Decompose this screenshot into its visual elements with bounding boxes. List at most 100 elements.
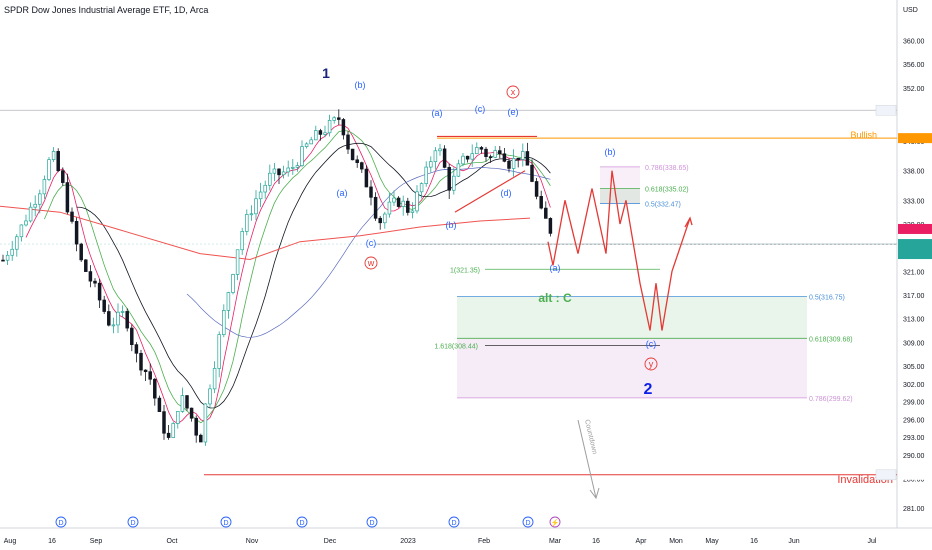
candle-body: [332, 117, 336, 121]
candle-body: [47, 159, 51, 180]
wave-label-13: (c): [646, 339, 657, 349]
event-marker-circle-0: [55, 516, 67, 528]
candle-body: [360, 162, 364, 170]
fib-ext-label-0: 1(321.35): [450, 267, 480, 274]
time-tick-4: Nov: [246, 538, 259, 545]
candle-body: [272, 168, 277, 174]
wave-label-4: w: [367, 258, 375, 268]
candle-body: [171, 423, 175, 438]
candle-body: [410, 210, 415, 213]
candle-body: [479, 147, 484, 150]
candle-body: [134, 344, 139, 354]
candle-body: [189, 407, 194, 419]
candle-body: [268, 172, 272, 186]
candle-body: [61, 170, 65, 183]
candle-body: [254, 198, 258, 215]
candle-body: [355, 159, 359, 163]
candle-body: [415, 191, 419, 212]
candle-body: [120, 311, 125, 313]
event-marker-0: D: [58, 520, 63, 527]
candle-body: [484, 148, 488, 158]
wave-circle-4: [364, 256, 378, 270]
wave-label-9: (b): [446, 220, 457, 230]
event-marker-circle-6: [522, 516, 534, 528]
candle-body: [102, 299, 106, 312]
candle-body: [447, 167, 451, 191]
time-tick-10: Apr: [636, 538, 648, 545]
price-tag-bg-last: [898, 239, 932, 260]
candle-body: [65, 182, 70, 213]
price-tick-0: 360.00: [903, 39, 925, 46]
candle-body: [194, 417, 198, 436]
fib-up-label-1: 0.618(335.02): [645, 186, 689, 193]
price-tick-16: 296.00: [903, 417, 925, 424]
price-tick-1: 356.00: [903, 62, 925, 69]
candle-body: [498, 150, 502, 155]
fib-zone-up-green: [600, 188, 640, 204]
candle-body: [401, 200, 405, 207]
fib-ext-label-1: 1.618(308.44): [434, 344, 478, 351]
price-tick-19: 286.00: [903, 476, 925, 483]
candle-body: [502, 153, 507, 162]
candle-body: [295, 165, 300, 168]
candle-body: [10, 248, 14, 256]
candle-body: [88, 271, 93, 282]
fib-up-label-0: 0.786(338.65): [645, 165, 689, 172]
countdown-arrow: [577, 419, 597, 499]
candle-body: [314, 130, 318, 141]
candle-body: [548, 218, 553, 234]
candle-body: [392, 197, 396, 203]
candle-body: [162, 411, 166, 434]
candle-body: [212, 368, 217, 390]
wave-label-11: (a): [550, 263, 561, 273]
candle-body: [51, 151, 56, 160]
wave-label-10: (d): [501, 188, 512, 198]
fib-up-label-2: 0.5(332.47): [645, 201, 681, 208]
candle-body: [396, 197, 401, 207]
time-tick-0: Aug: [4, 538, 17, 545]
event-marker-5: D: [451, 520, 456, 527]
candle-body: [433, 150, 438, 162]
wave-label-12: (b): [605, 147, 616, 157]
candle-body: [516, 157, 520, 160]
candle-body: [327, 120, 332, 134]
wave-label-6: (c): [475, 104, 486, 114]
fib-zone-up-purple: [600, 166, 640, 204]
time-tick-2: Sep: [90, 538, 103, 545]
candle-body: [373, 196, 378, 219]
price-tick-15: 299.00: [903, 400, 925, 407]
candle-body: [203, 403, 208, 443]
candle-body: [185, 395, 189, 409]
wave-label-1: (b): [355, 80, 366, 90]
candle-body: [341, 119, 346, 136]
ma-200: [0, 205, 531, 261]
candle-body: [470, 153, 474, 160]
event-marker-circle-1: [127, 516, 139, 528]
wave-label-8: x: [511, 87, 516, 97]
candle-body: [28, 206, 33, 222]
candle-body: [157, 397, 162, 412]
ma-9: [44, 130, 551, 424]
candle-body: [277, 168, 281, 176]
candle-body: [97, 282, 102, 301]
candle-body: [33, 203, 37, 208]
candle-body: [323, 132, 327, 135]
time-tick-3: Oct: [167, 538, 178, 545]
candle-body: [350, 148, 355, 161]
price-tick-13: 305.00: [903, 364, 925, 371]
price-tag-bg-bullish: [898, 133, 932, 144]
candle-body: [143, 369, 148, 373]
triangle-bottom: [454, 170, 526, 213]
candle-body: [544, 207, 548, 219]
candle-body: [153, 378, 157, 399]
fib-down-label-1: 0.618(309.68): [809, 336, 853, 343]
candle-body: [424, 166, 428, 184]
projection-arrowhead: [684, 216, 693, 228]
price-tick-17: 293.00: [903, 435, 925, 442]
time-tick-6: 2023: [400, 538, 416, 545]
price-tag-bg-low: [898, 469, 932, 480]
candle-body: [166, 432, 171, 438]
candle-body: [79, 243, 83, 261]
